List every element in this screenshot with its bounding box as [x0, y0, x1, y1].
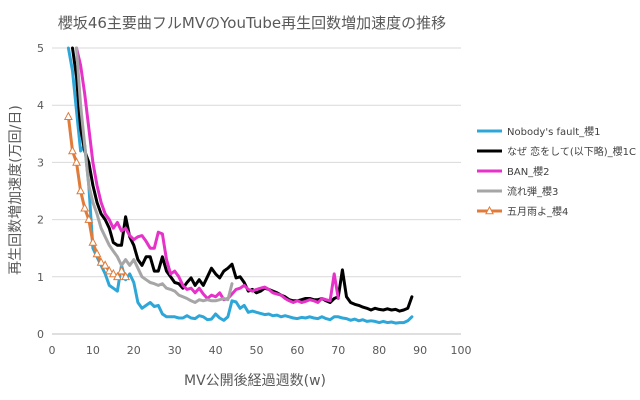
data-point-marker — [63, 111, 73, 120]
x-tick-label: 80 — [372, 344, 386, 357]
x-axis-label: MV公開後経過週数(w) — [184, 373, 326, 389]
data-point-marker — [68, 145, 77, 155]
legend-label-5: 五月雨よ_櫻4 — [507, 205, 568, 218]
legend: Nobody's fault_櫻1 なぜ 恋をして(以下略)_櫻1C BAN_櫻2 流… — [477, 125, 636, 218]
x-tick-label: 50 — [250, 344, 264, 357]
y-tick-label: 2 — [37, 214, 44, 227]
series-line-4 — [75, 46, 234, 304]
data-point-marker — [88, 237, 98, 246]
data-point-marker — [80, 203, 90, 212]
legend-label-4: 流れ弾_櫻3 — [507, 185, 558, 198]
data-point-marker — [113, 271, 122, 281]
series-lines — [63, 46, 414, 325]
data-point-marker — [121, 271, 131, 281]
y-tick-label: 5 — [37, 42, 44, 55]
x-tick-label: 20 — [127, 344, 141, 357]
series-line-3 — [75, 46, 340, 304]
y-tick-label: 1 — [37, 271, 44, 284]
legend-label-2: なぜ 恋をして(以下略)_櫻1C — [507, 145, 636, 158]
x-tick-label: 0 — [49, 344, 56, 357]
data-point-marker — [117, 266, 126, 275]
legend-label-1: Nobody's fault_櫻1 — [507, 125, 601, 138]
data-point-marker — [92, 248, 102, 258]
y-tick-label: 4 — [37, 99, 44, 112]
series-line-1 — [66, 46, 414, 325]
data-point-marker — [76, 185, 86, 195]
x-tick-label: 70 — [331, 344, 345, 357]
legend-marker — [485, 205, 494, 215]
data-point-marker — [96, 257, 106, 266]
grid — [52, 47, 461, 278]
data-point-marker — [84, 214, 94, 223]
legend-label-3: BAN_櫻2 — [507, 165, 550, 178]
data-point-marker — [108, 268, 118, 278]
data-point-marker — [72, 157, 81, 166]
data-point-marker — [104, 266, 114, 275]
chart-title: 櫻坂46主要曲フルMVのYouTube再生回数増加速度の推移 — [58, 14, 446, 32]
data-point-marker — [100, 260, 110, 269]
x-tick-label: 40 — [209, 344, 223, 357]
y-axis-label: 再生回数増加速度(万回/日) — [8, 105, 24, 275]
x-tick-label: 100 — [451, 344, 472, 357]
x-tick-label: 90 — [413, 344, 427, 357]
y-tick-label: 3 — [37, 156, 44, 169]
y-tick-label: 0 — [37, 328, 44, 341]
x-tick-label: 30 — [168, 344, 182, 357]
x-tick-label: 10 — [86, 344, 100, 357]
x-tick-label: 60 — [290, 344, 304, 357]
